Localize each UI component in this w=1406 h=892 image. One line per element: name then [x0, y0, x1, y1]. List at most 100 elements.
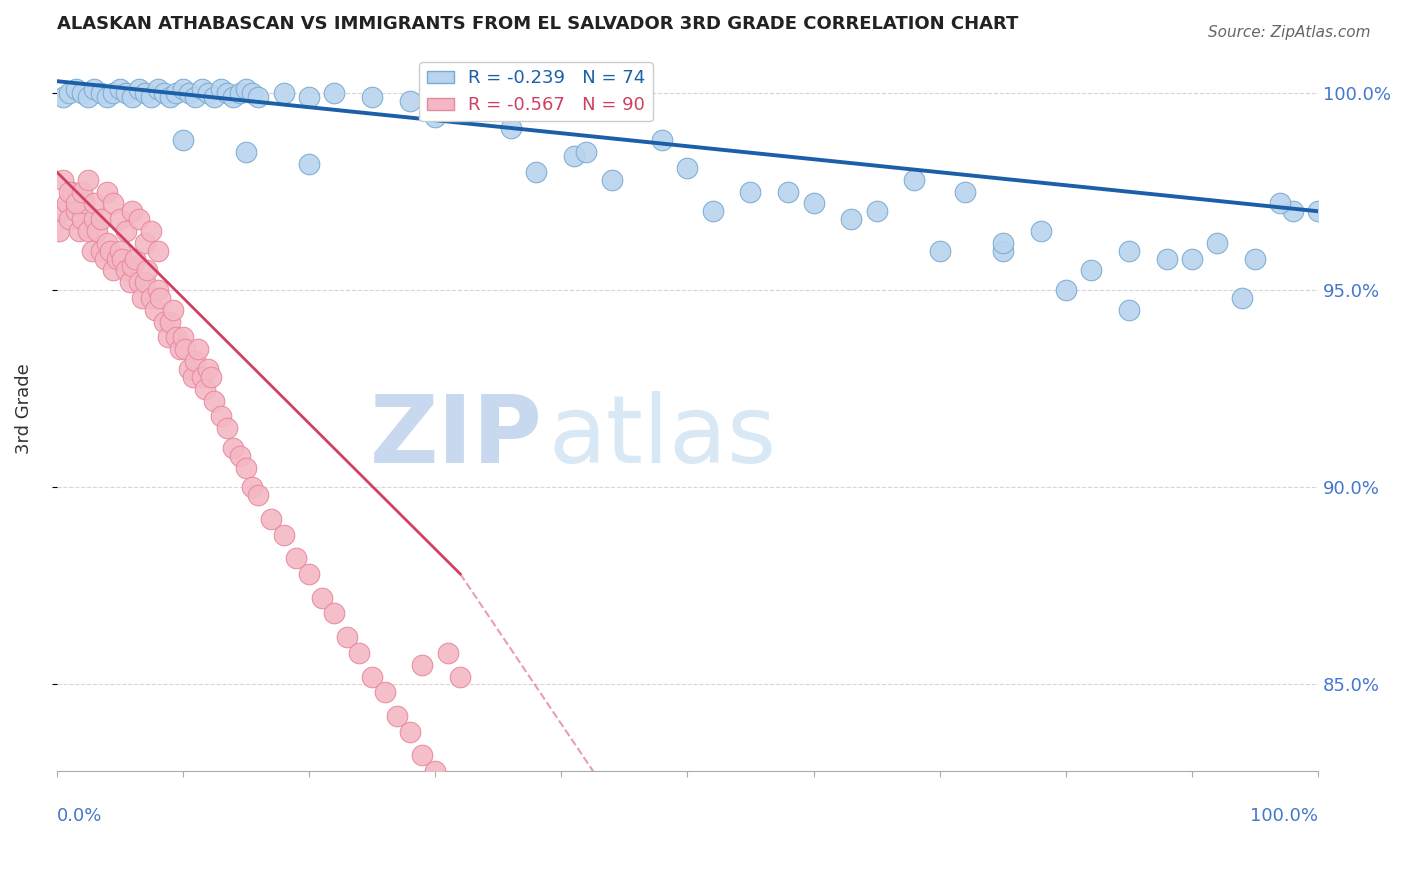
- Point: [83, 212, 105, 227]
- Point: [903, 172, 925, 186]
- Point: [58, 212, 80, 227]
- Point: [103, 196, 125, 211]
- Point: [486, 94, 509, 108]
- Text: 0.0%: 0.0%: [56, 807, 103, 825]
- Point: [240, 86, 263, 100]
- Point: [172, 82, 194, 96]
- Point: [90, 244, 112, 258]
- Point: [108, 244, 131, 258]
- Point: [134, 86, 156, 100]
- Point: [651, 133, 673, 147]
- Point: [67, 224, 90, 238]
- Point: [58, 86, 80, 100]
- Point: [449, 669, 471, 683]
- Point: [228, 449, 250, 463]
- Point: [1118, 302, 1140, 317]
- Point: [60, 185, 83, 199]
- Point: [48, 224, 70, 238]
- Point: [172, 330, 194, 344]
- Point: [499, 121, 522, 136]
- Point: [202, 393, 225, 408]
- Point: [118, 275, 141, 289]
- Point: [121, 204, 143, 219]
- Point: [411, 748, 433, 763]
- Point: [108, 212, 131, 227]
- Point: [247, 488, 270, 502]
- Point: [177, 362, 200, 376]
- Point: [273, 527, 295, 541]
- Point: [159, 315, 181, 329]
- Point: [202, 90, 225, 104]
- Point: [146, 82, 169, 96]
- Point: [146, 244, 169, 258]
- Point: [411, 657, 433, 672]
- Point: [156, 330, 179, 344]
- Point: [190, 369, 212, 384]
- Point: [184, 354, 207, 368]
- Point: [187, 343, 209, 357]
- Point: [55, 196, 77, 211]
- Point: [73, 196, 96, 211]
- Point: [65, 82, 87, 96]
- Point: [103, 263, 125, 277]
- Point: [115, 224, 138, 238]
- Point: [423, 764, 446, 779]
- Point: [575, 145, 598, 160]
- Point: [134, 275, 156, 289]
- Point: [778, 185, 800, 199]
- Point: [1232, 291, 1254, 305]
- Point: [115, 263, 138, 277]
- Point: [562, 149, 585, 163]
- Point: [311, 591, 333, 605]
- Point: [98, 244, 121, 258]
- Point: [103, 86, 125, 100]
- Point: [77, 90, 100, 104]
- Point: [228, 86, 250, 100]
- Point: [52, 90, 75, 104]
- Point: [136, 263, 159, 277]
- Point: [177, 86, 200, 100]
- Point: [194, 382, 217, 396]
- Point: [676, 161, 699, 175]
- Point: [65, 204, 87, 219]
- Point: [1054, 283, 1077, 297]
- Point: [387, 709, 409, 723]
- Point: [96, 90, 118, 104]
- Point: [159, 90, 181, 104]
- Point: [273, 86, 295, 100]
- Text: Source: ZipAtlas.com: Source: ZipAtlas.com: [1208, 25, 1371, 40]
- Point: [184, 90, 207, 104]
- Point: [600, 172, 623, 186]
- Text: 100.0%: 100.0%: [1250, 807, 1319, 825]
- Point: [1282, 204, 1305, 219]
- Text: ALASKAN ATHABASCAN VS IMMIGRANTS FROM EL SALVADOR 3RD GRADE CORRELATION CHART: ALASKAN ATHABASCAN VS IMMIGRANTS FROM EL…: [56, 15, 1018, 33]
- Point: [162, 302, 184, 317]
- Point: [361, 669, 384, 683]
- Point: [235, 145, 257, 160]
- Point: [215, 86, 238, 100]
- Point: [181, 369, 204, 384]
- Y-axis label: 3rd Grade: 3rd Grade: [15, 363, 32, 454]
- Point: [215, 421, 238, 435]
- Text: atlas: atlas: [548, 392, 778, 483]
- Point: [111, 252, 134, 266]
- Point: [398, 724, 420, 739]
- Point: [449, 90, 471, 104]
- Point: [90, 86, 112, 100]
- Point: [209, 82, 232, 96]
- Point: [349, 646, 371, 660]
- Point: [77, 172, 100, 186]
- Point: [197, 362, 219, 376]
- Point: [96, 185, 118, 199]
- Point: [1308, 204, 1330, 219]
- Point: [991, 235, 1014, 250]
- Point: [166, 86, 188, 100]
- Point: [247, 90, 270, 104]
- Point: [83, 82, 105, 96]
- Point: [1244, 252, 1267, 266]
- Point: [1118, 244, 1140, 258]
- Point: [166, 330, 188, 344]
- Point: [96, 235, 118, 250]
- Point: [298, 566, 321, 581]
- Point: [115, 86, 138, 100]
